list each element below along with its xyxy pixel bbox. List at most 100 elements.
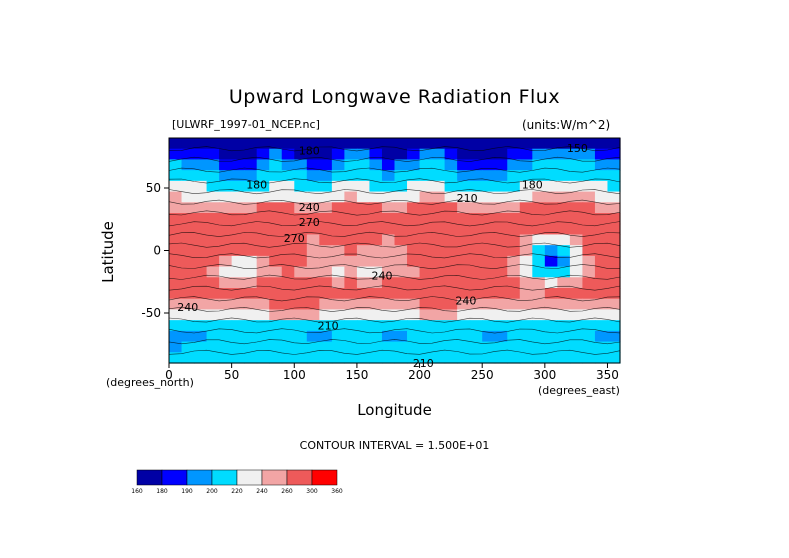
heatmap-cell bbox=[244, 277, 258, 289]
heatmap-cell bbox=[457, 159, 471, 171]
contour-label: 270 bbox=[284, 232, 305, 245]
heatmap-cell bbox=[169, 148, 183, 161]
heatmap-cell bbox=[256, 191, 270, 203]
heatmap-cell bbox=[482, 266, 496, 278]
heatmap-cell bbox=[181, 330, 195, 343]
units-label: (units:W/m^2) bbox=[522, 118, 611, 132]
heatmap-cell bbox=[369, 320, 383, 332]
heatmap-cell bbox=[582, 330, 596, 343]
heatmap-cell bbox=[281, 266, 295, 278]
heatmap-cell bbox=[269, 245, 283, 257]
heatmap-cell bbox=[194, 309, 208, 321]
heatmap-cell bbox=[244, 245, 258, 257]
heatmap-cell bbox=[432, 234, 446, 246]
heatmap-cell bbox=[519, 213, 533, 225]
heatmap-cell bbox=[444, 223, 458, 236]
heatmap-cell bbox=[469, 245, 483, 257]
legend-swatch bbox=[311, 469, 338, 486]
heatmap-cell bbox=[306, 341, 320, 353]
contour-line bbox=[168, 189, 621, 195]
heatmap-cell bbox=[507, 341, 521, 353]
heatmap-cell bbox=[432, 309, 446, 321]
heatmap-cell bbox=[331, 148, 345, 161]
heatmap-cell bbox=[306, 202, 320, 214]
heatmap-cell bbox=[219, 277, 233, 289]
heatmap-cell bbox=[194, 352, 208, 364]
heatmap-cell bbox=[444, 266, 458, 278]
heatmap-cell bbox=[281, 148, 295, 161]
heatmap-cell bbox=[569, 191, 584, 203]
heatmap-cell bbox=[594, 341, 609, 353]
contour-label: 240 bbox=[177, 301, 198, 314]
heatmap-cell bbox=[419, 234, 433, 246]
x-tick-label: 0 bbox=[165, 368, 173, 382]
heatmap-cell bbox=[381, 341, 396, 353]
heatmap-cell bbox=[607, 213, 621, 225]
heatmap-cell bbox=[319, 138, 333, 150]
heatmap-cell bbox=[381, 138, 396, 150]
heatmap-cell bbox=[607, 277, 621, 289]
y-tick-label: 50 bbox=[146, 181, 161, 195]
heatmap-cell bbox=[419, 202, 433, 214]
heatmap-cell bbox=[419, 170, 433, 182]
heatmap-cell bbox=[494, 255, 508, 268]
heatmap-cell bbox=[569, 223, 584, 236]
heatmap-cell bbox=[169, 266, 183, 278]
heatmap-cell bbox=[544, 266, 558, 278]
heatmap-cell bbox=[256, 234, 270, 246]
heatmap-cell bbox=[231, 330, 245, 343]
heatmap-cell bbox=[494, 138, 508, 150]
heatmap-cell bbox=[494, 298, 508, 311]
heatmap-cell bbox=[607, 330, 621, 343]
heatmap-cell bbox=[231, 255, 245, 268]
heatmap-cell bbox=[557, 234, 571, 246]
heatmap-cell bbox=[219, 341, 233, 353]
heatmap-cell bbox=[444, 138, 458, 150]
heatmap-cell bbox=[394, 330, 408, 343]
heatmap-cell bbox=[407, 159, 421, 171]
heatmap-cell bbox=[457, 255, 471, 268]
heatmap-cell bbox=[181, 298, 195, 311]
heatmap-cell bbox=[507, 309, 521, 321]
heatmap-cell bbox=[419, 288, 433, 300]
heatmap-cell bbox=[269, 277, 283, 289]
heatmap-cell bbox=[469, 341, 483, 353]
heatmap-cell bbox=[269, 320, 283, 332]
heatmap-cell bbox=[569, 234, 584, 246]
heatmap-cell bbox=[544, 148, 558, 161]
heatmap-cell bbox=[482, 277, 496, 289]
heatmap-cell bbox=[194, 245, 208, 257]
chart-title: Upward Longwave Radiation Flux bbox=[228, 86, 561, 108]
contour-line bbox=[168, 264, 621, 270]
heatmap-cell bbox=[331, 288, 345, 300]
contour-label: 240 bbox=[371, 270, 392, 283]
heatmap-cell bbox=[194, 320, 208, 332]
heatmap-cell bbox=[432, 341, 446, 353]
heatmap-cell bbox=[331, 309, 345, 321]
heatmap-cell bbox=[432, 191, 446, 203]
contour-label: 150 bbox=[567, 142, 588, 155]
heatmap-cell bbox=[494, 266, 508, 278]
heatmap-cell bbox=[231, 266, 245, 278]
heatmap-cell bbox=[369, 245, 383, 257]
heatmap-cell bbox=[544, 213, 558, 225]
heatmap-cell bbox=[532, 138, 546, 150]
heatmap-cell bbox=[219, 159, 233, 171]
heatmap-cell bbox=[181, 234, 195, 246]
heatmap-cell bbox=[294, 202, 308, 214]
heatmap-cell bbox=[356, 288, 371, 300]
heatmap-cell bbox=[344, 234, 358, 246]
heatmap-cell bbox=[569, 213, 584, 225]
heatmap-cell bbox=[432, 277, 446, 289]
heatmap-cell bbox=[482, 245, 496, 257]
heatmap-cell bbox=[482, 352, 496, 364]
heatmap-cell bbox=[482, 202, 496, 214]
heatmap-cell bbox=[419, 277, 433, 289]
legend-swatch bbox=[286, 469, 313, 486]
heatmap-cell bbox=[432, 320, 446, 332]
heatmap-cell bbox=[407, 288, 421, 300]
heatmap-cell bbox=[569, 245, 584, 257]
heatmap-cell bbox=[419, 298, 433, 311]
heatmap-cell bbox=[356, 234, 371, 246]
heatmap-cell bbox=[206, 352, 220, 364]
